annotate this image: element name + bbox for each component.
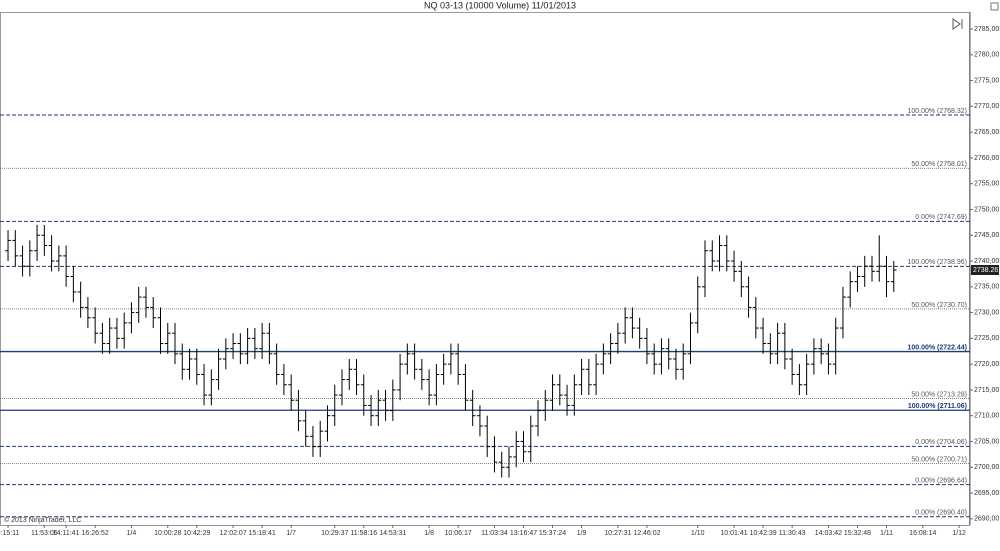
x-tick-label: 10:42:29	[183, 530, 210, 537]
x-tick-label: 1/4	[127, 530, 137, 537]
level-label: 0.00% (2690.40)	[915, 510, 967, 517]
y-tick-label: 2690,00	[974, 516, 999, 523]
x-tick-label: 14:03:42	[815, 530, 842, 537]
play-icon	[952, 18, 961, 30]
y-tick-label: 2750,00	[974, 206, 999, 213]
x-tick-label: 14:11:41	[53, 530, 80, 537]
y-tick-label: 2770,00	[974, 103, 999, 110]
y-tick-label: 2740,00	[974, 258, 999, 265]
y-tick-label: 2700,00	[974, 464, 999, 471]
play-button[interactable]	[952, 18, 963, 30]
level-label: 0.00% (2696.64)	[915, 477, 967, 484]
level-label: 0.00% (2704.06)	[915, 439, 967, 446]
y-tick-label: 2715,00	[974, 387, 999, 394]
y-tick-label: 2735,00	[974, 284, 999, 291]
x-tick-label: 1/9	[577, 530, 587, 537]
level-label: 50.00% (2758.01)	[911, 161, 967, 168]
x-tick-label: 10:29:37	[321, 530, 348, 537]
x-tick-label: 16:08:14	[909, 530, 936, 537]
x-tick-label: 11:03:34	[481, 530, 508, 537]
x-tick-label: 13:16:47	[510, 530, 537, 537]
y-tick-label: 2720,00	[974, 361, 999, 368]
level-label: 50.00% (2700.71)	[911, 456, 967, 463]
y-tick-label: 2765,00	[974, 129, 999, 136]
level-label: 100.00% (2768.32)	[907, 108, 967, 115]
x-tick-label: 1/12	[952, 530, 966, 537]
x-tick-label: 10:01:41	[720, 530, 747, 537]
y-tick-label: 2710,00	[974, 413, 999, 420]
y-tick-label: 2780,00	[974, 52, 999, 59]
level-label: 50.00% (2713.29)	[911, 392, 967, 399]
x-tick-label: 10:06:17	[445, 530, 472, 537]
y-tick-label: 2775,00	[974, 77, 999, 84]
level-label: 50.00% (2730.70)	[911, 302, 967, 309]
price-marker	[971, 264, 999, 275]
panel-button[interactable]	[990, 2, 999, 11]
x-tick-label: 0:15:11	[0, 530, 20, 537]
x-tick-label: 15:18:41	[249, 530, 276, 537]
y-tick-label: 2695,00	[974, 490, 999, 497]
y-tick-label: 2785,00	[974, 26, 999, 33]
x-tick-label: 1/7	[286, 530, 296, 537]
level-label: 0.00% (2747.69)	[915, 214, 967, 221]
x-tick-label: 10:42:39	[749, 530, 776, 537]
price-marker-label: 2738.26	[973, 267, 998, 274]
x-tick-label: 10:27:31	[604, 530, 631, 537]
x-tick-label: 11:58:16	[350, 530, 377, 537]
y-tick-label: 2725,00	[974, 335, 999, 342]
level-label: 100.00% (2711.06)	[908, 403, 967, 410]
copyright: © 2013 NinjaTrader, LLC	[4, 516, 81, 524]
chart-title: NQ 03-13 (10000 Volume) 11/01/2013	[424, 0, 576, 10]
y-tick-label: 2745,00	[974, 232, 999, 239]
x-tick-label: 12:02:07	[219, 530, 246, 537]
x-tick-label: 1/10	[691, 530, 705, 537]
x-tick-label: 15:32:48	[844, 530, 871, 537]
level-label: 100.00% (2722.44)	[907, 344, 967, 351]
x-tick-label: 1/11	[880, 530, 893, 537]
y-tick-label: 2730,00	[974, 309, 999, 316]
x-tick-label: 16:26:52	[82, 530, 109, 537]
level-label: 100.00% (2738.96)	[907, 259, 967, 266]
y-tick-label: 2755,00	[974, 181, 999, 188]
x-tick-label: 1/8	[424, 530, 434, 537]
x-tick-label: 11:30:43	[779, 530, 806, 537]
x-tick-label: 14:53:31	[379, 530, 406, 537]
x-tick-label: 15:37:24	[539, 530, 566, 537]
x-tick-label: 12:46:02	[633, 530, 660, 537]
y-tick-label: 2760,00	[974, 155, 999, 162]
x-tick-label: 10:00:28	[154, 530, 181, 537]
y-tick-label: 2705,00	[974, 438, 999, 445]
x-tick-label: 11:53:06	[31, 530, 58, 537]
